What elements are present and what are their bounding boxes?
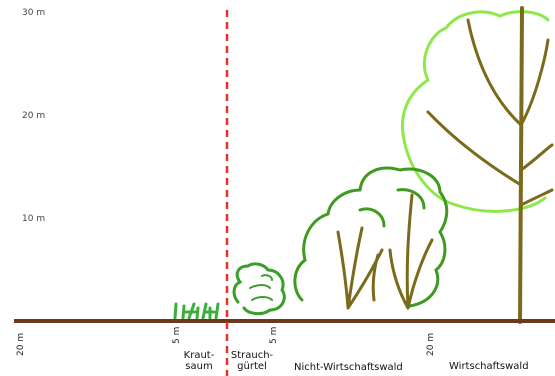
y-label-10m: 10 m [22,214,46,224]
zone-wirtschaftswald-label: Wirtschaftswald [449,361,529,372]
wirtschaftswald-tree [401,6,554,324]
zone-strauchguertel-line1: Strauch- [230,350,274,361]
zone-krautsaum-label: Kraut- saum [176,350,222,372]
zone-nicht-wirtschaftswald-label: Nicht-Wirtschaftswald [294,362,403,373]
y-label-20m: 20 m [22,111,46,121]
x-tick-20m-left: 20 m [16,332,26,356]
zone-krautsaum-line1: Kraut- [183,350,215,361]
krautsaum-grass [173,302,220,320]
x-tick-5m-right: 5 m [269,326,279,344]
zone-krautsaum-line2: saum [185,361,213,372]
strauchguertel-shrub [232,262,286,316]
x-tick-5m-left: 5 m [172,326,182,344]
x-tick-20m-right: 20 m [426,332,436,356]
y-label-30m: 30 m [22,8,46,18]
nicht-wirtschaftswald-tree [293,166,449,310]
zone-strauchguertel-label: Strauch- gürtel [224,350,280,372]
zone-strauchguertel-line2: gürtel [237,361,267,372]
